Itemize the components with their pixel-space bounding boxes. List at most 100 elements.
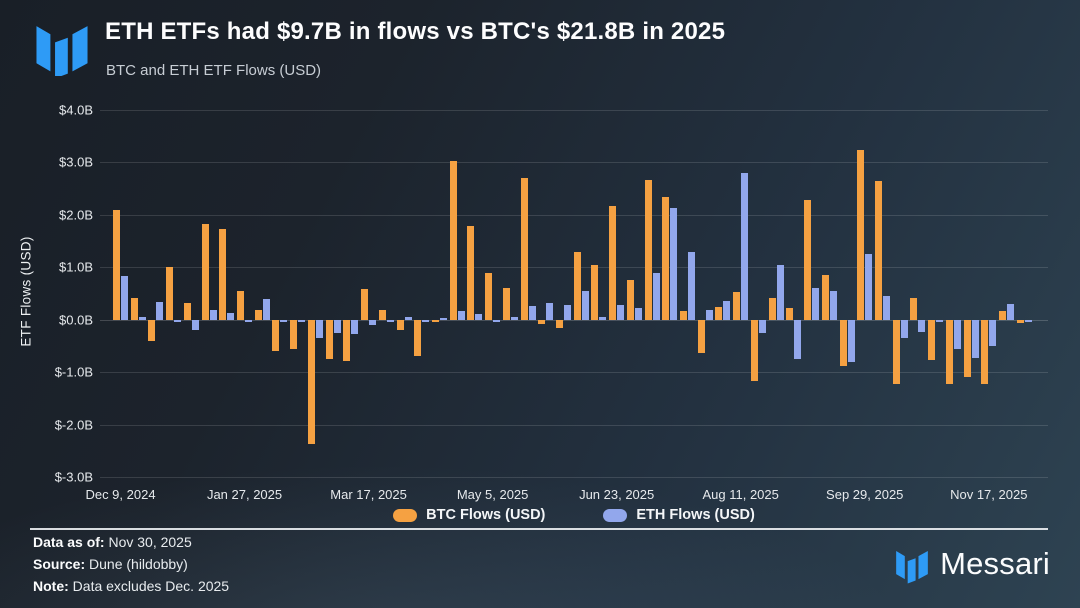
note-value: Data excludes Dec. 2025 — [68, 578, 230, 594]
btc-bar-dec-9-2024 — [113, 209, 120, 320]
eth-bar-oct-27-2025 — [936, 319, 944, 322]
y-tick-label: $1.0B — [59, 259, 93, 275]
btc-bar-dec-1-2025 — [1016, 319, 1024, 323]
btc-bar-oct-6-2025 — [874, 181, 882, 320]
btc-bar-sep-8-2025 — [804, 200, 812, 320]
btc-bar-jun-9-2025 — [573, 251, 581, 320]
eth-bar-jun-23-2025 — [617, 304, 625, 320]
btc-bar-jun-16-2025 — [591, 265, 599, 320]
btc-bar-sep-22-2025 — [839, 319, 847, 367]
eth-bar-nov-17-2025 — [989, 319, 997, 346]
eth-bar-jul-7-2025 — [652, 273, 660, 320]
btc-bar-jul-21-2025 — [680, 311, 688, 320]
btc-bar-feb-17-2025 — [290, 319, 298, 349]
y-axis-ticks: $4.0B $3.0B $2.0B $1.0B $0.0B $-1.0B $-2.0B $-3… — [0, 103, 93, 485]
source-label: Source: — [33, 556, 86, 572]
eth-bar-dec-23-2024 — [156, 301, 164, 320]
btc-bar-aug-4-2025 — [715, 306, 723, 320]
eth-bar-jun-9-2025 — [581, 291, 589, 320]
eth-bar-sep-22-2025 — [847, 319, 855, 363]
gridline--1 — [100, 372, 1048, 374]
x-tick-label: Mar 17, 2025 — [330, 487, 407, 502]
source-line: Source: Dune (hildobby) — [33, 556, 188, 572]
messari-brand: Messari — [894, 544, 1050, 584]
eth-bar-feb-24-2025 — [315, 319, 323, 338]
gridline-0 — [100, 319, 1048, 321]
eth-bar-oct-6-2025 — [882, 296, 890, 320]
eth-bar-sep-29-2025 — [865, 254, 873, 320]
btc-bar-jan-20-2025 — [219, 229, 227, 320]
eth-legend-swatch-icon — [603, 508, 628, 522]
gridline-3 — [100, 162, 1048, 164]
eth-legend-label: ETH Flows (USD) — [636, 507, 755, 523]
btc-bar-sep-29-2025 — [857, 150, 865, 320]
btc-bar-may-5-2025 — [485, 272, 493, 320]
eth-bar-jul-28-2025 — [705, 310, 713, 320]
messari-logo-icon — [896, 551, 928, 584]
x-tick-label: May 5, 2025 — [456, 487, 529, 502]
eth-bar-oct-13-2025 — [900, 319, 908, 338]
brand-wordmark: Messari — [940, 546, 1050, 581]
eth-bar-may-26-2025 — [546, 303, 554, 320]
gridline-4 — [100, 110, 1048, 111]
x-tick-label: Nov 17, 2025 — [950, 487, 1028, 502]
eth-bar-jun-30-2025 — [634, 307, 642, 320]
btc-bar-may-12-2025 — [502, 288, 510, 320]
eth-bar-jul-14-2025 — [670, 207, 678, 320]
eth-bar-jun-16-2025 — [599, 317, 607, 320]
btc-bar-jul-14-2025 — [662, 197, 670, 320]
eth-bar-apr-21-2025 — [457, 310, 465, 320]
eth-bar-mar-31-2025 — [404, 316, 412, 320]
eth-bar-jan-20-2025 — [227, 312, 235, 320]
btc-bar-feb-10-2025 — [272, 319, 280, 351]
legend-item-eth: ETH Flows (USD) — [603, 507, 755, 523]
btc-bar-mar-10-2025 — [343, 319, 351, 361]
eth-bar-may-19-2025 — [528, 306, 536, 320]
btc-bar-mar-24-2025 — [378, 309, 386, 320]
y-tick-label: $-2.0B — [54, 417, 93, 433]
eth-bar-dec-16-2024 — [138, 316, 146, 320]
btc-bar-may-26-2025 — [538, 319, 546, 324]
y-tick-label: $2.0B — [59, 207, 93, 223]
data-as-of-value: Nov 30, 2025 — [104, 534, 192, 550]
btc-bar-oct-20-2025 — [910, 298, 918, 320]
eth-bar-apr-7-2025 — [422, 319, 430, 323]
eth-bar-feb-3-2025 — [262, 298, 270, 320]
eth-bar-sep-1-2025 — [794, 319, 802, 360]
eth-bar-mar-17-2025 — [369, 319, 377, 325]
eth-bar-oct-20-2025 — [918, 319, 926, 332]
eth-bar-may-5-2025 — [493, 319, 501, 322]
messari-logo-icon — [36, 26, 88, 76]
eth-bar-dec-30-2024 — [174, 319, 182, 323]
source-value: Dune (hildobby) — [85, 556, 188, 572]
x-tick-label: Dec 9, 2024 — [85, 487, 156, 502]
btc-bar-feb-24-2025 — [307, 319, 315, 445]
btc-legend-swatch-icon — [393, 508, 418, 522]
btc-bar-jan-13-2025 — [201, 223, 209, 320]
eth-bar-nov-3-2025 — [953, 319, 961, 350]
eth-bar-aug-4-2025 — [723, 301, 731, 320]
btc-bar-jul-28-2025 — [697, 319, 705, 354]
page-title: ETH ETFs had $9.7B in flows vs BTC's $21… — [105, 18, 726, 45]
eth-bar-may-12-2025 — [510, 317, 518, 320]
btc-bar-oct-13-2025 — [892, 319, 900, 385]
btc-bar-mar-31-2025 — [396, 319, 404, 330]
btc-bar-dec-16-2024 — [130, 297, 138, 320]
eth-bar-sep-15-2025 — [829, 291, 837, 320]
eth-bar-jun-2-2025 — [564, 305, 571, 320]
btc-bar-jan-6-2025 — [183, 302, 191, 320]
btc-bar-may-19-2025 — [520, 178, 528, 320]
gridline--2 — [100, 424, 1048, 426]
x-tick-label: Aug 11, 2025 — [702, 487, 779, 502]
eth-bar-feb-10-2025 — [280, 319, 288, 322]
x-axis-ticks: Dec 9, 2024 Jan 27, 2025 Mar 17, 2025 May 5… — [85, 487, 1048, 505]
btc-bar-oct-27-2025 — [928, 319, 936, 361]
y-tick-label: $0.0B — [59, 312, 93, 328]
data-as-of-line: Data as of: Nov 30, 2025 — [33, 534, 192, 550]
btc-bar-dec-23-2024 — [148, 319, 156, 342]
x-tick-label: Jun 23, 2025 — [579, 487, 655, 502]
btc-legend-label: BTC Flows (USD) — [426, 507, 546, 523]
eth-bar-jan-6-2025 — [191, 319, 199, 331]
y-tick-label: $3.0B — [59, 154, 93, 170]
